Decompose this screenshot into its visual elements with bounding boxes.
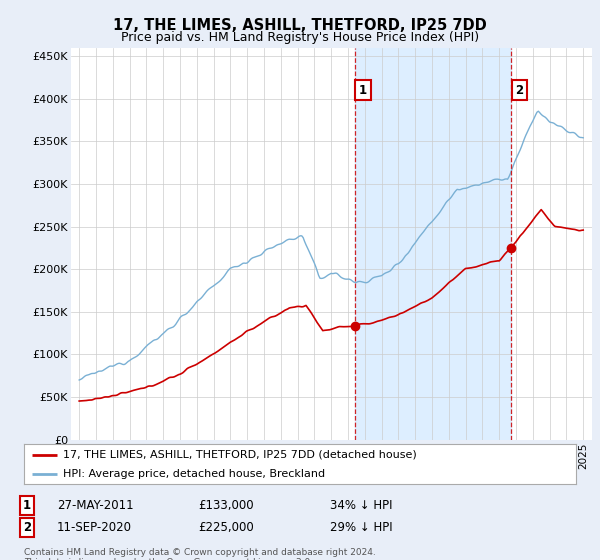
- Text: £133,000: £133,000: [198, 498, 254, 512]
- Text: Price paid vs. HM Land Registry's House Price Index (HPI): Price paid vs. HM Land Registry's House …: [121, 31, 479, 44]
- Text: 17, THE LIMES, ASHILL, THETFORD, IP25 7DD (detached house): 17, THE LIMES, ASHILL, THETFORD, IP25 7D…: [62, 450, 416, 460]
- Text: 34% ↓ HPI: 34% ↓ HPI: [330, 498, 392, 512]
- Text: 1: 1: [359, 83, 367, 97]
- Text: 11-SEP-2020: 11-SEP-2020: [57, 521, 132, 534]
- Text: HPI: Average price, detached house, Breckland: HPI: Average price, detached house, Brec…: [62, 469, 325, 478]
- Text: 2: 2: [515, 83, 523, 97]
- Text: 29% ↓ HPI: 29% ↓ HPI: [330, 521, 392, 534]
- Text: Contains HM Land Registry data © Crown copyright and database right 2024.
This d: Contains HM Land Registry data © Crown c…: [24, 548, 376, 560]
- Bar: [355, 48, 511, 440]
- Text: 2: 2: [23, 521, 31, 534]
- Text: £225,000: £225,000: [198, 521, 254, 534]
- Text: 27-MAY-2011: 27-MAY-2011: [57, 498, 134, 512]
- Text: 17, THE LIMES, ASHILL, THETFORD, IP25 7DD: 17, THE LIMES, ASHILL, THETFORD, IP25 7D…: [113, 18, 487, 34]
- Text: 1: 1: [23, 498, 31, 512]
